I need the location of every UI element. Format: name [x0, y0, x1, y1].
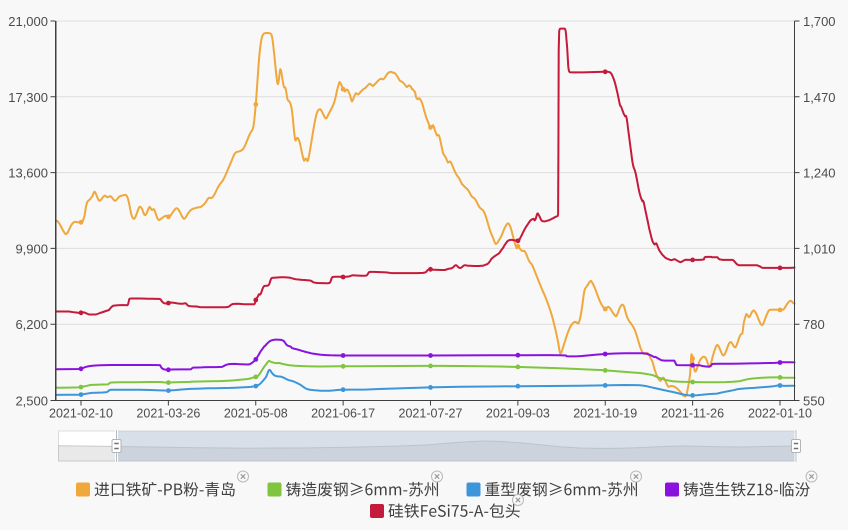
svg-text:2021-09-03: 2021-09-03 — [486, 407, 550, 421]
svg-text:1,700: 1,700 — [803, 14, 836, 29]
svg-text:2021-02-10: 2021-02-10 — [49, 407, 113, 421]
svg-text:2021-03-26: 2021-03-26 — [136, 407, 200, 421]
svg-text:1,240: 1,240 — [803, 166, 836, 181]
svg-text:2021-06-17: 2021-06-17 — [311, 407, 375, 421]
svg-text:2,500: 2,500 — [15, 394, 48, 409]
svg-text:1,010: 1,010 — [803, 241, 836, 256]
svg-text:2021-05-08: 2021-05-08 — [224, 407, 288, 421]
svg-text:17,300: 17,300 — [8, 90, 48, 105]
svg-text:1,470: 1,470 — [803, 90, 836, 105]
svg-text:13,600: 13,600 — [8, 166, 48, 181]
svg-text:9,900: 9,900 — [15, 241, 48, 256]
svg-text:2021-11-26: 2021-11-26 — [661, 407, 724, 421]
svg-text:6,200: 6,200 — [15, 317, 48, 332]
svg-text:2021-10-19: 2021-10-19 — [573, 407, 637, 421]
svg-text:2021-07-27: 2021-07-27 — [399, 407, 463, 421]
svg-text:550: 550 — [803, 394, 825, 409]
svg-text:780: 780 — [803, 317, 825, 332]
svg-text:21,000: 21,000 — [8, 14, 48, 29]
svg-text:2022-01-10: 2022-01-10 — [748, 407, 812, 421]
